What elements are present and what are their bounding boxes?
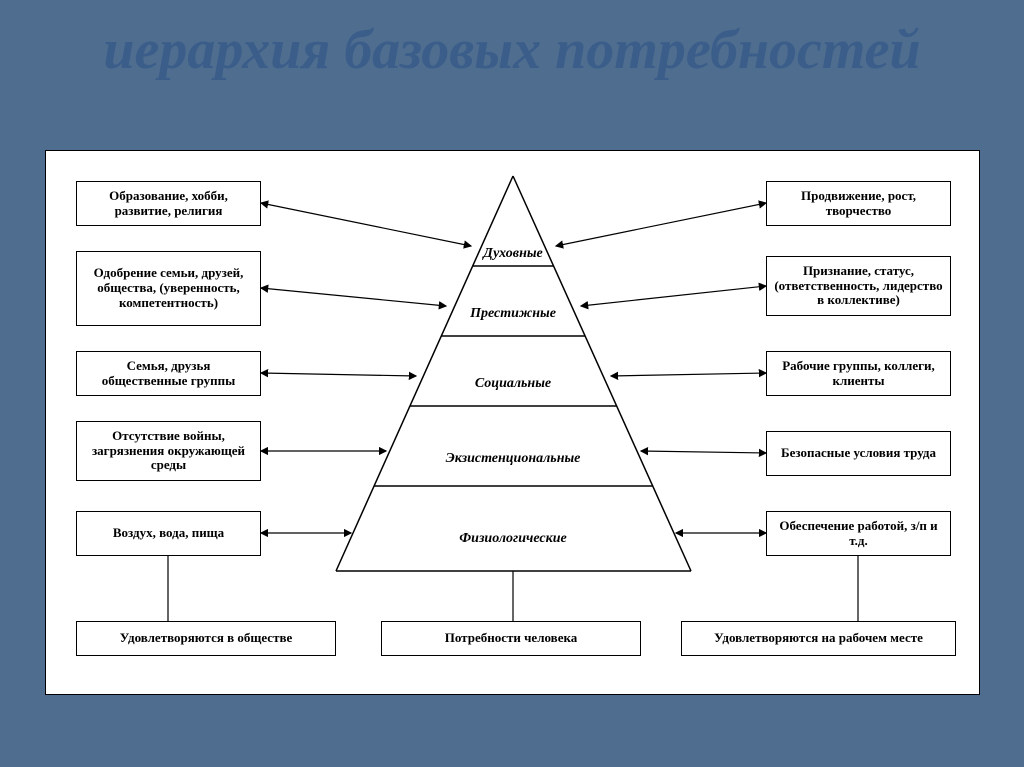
left-box-0: Образование, хобби, развитие, религия xyxy=(76,181,261,226)
bottom-box-1: Потребности человека xyxy=(381,621,641,656)
pyramid-level-2: Социальные xyxy=(413,376,613,392)
bottom-box-0: Удовлетворяются в обществе xyxy=(76,621,336,656)
pyramid-level-0: Духовные xyxy=(413,246,613,262)
left-box-2: Семья, друзья общественные группы xyxy=(76,351,261,396)
pyramid-level-4: Физиологические xyxy=(413,531,613,547)
pyramid-level-3: Экзистенциональные xyxy=(413,451,613,467)
slide: иерархия базовых потребностей Образовани… xyxy=(0,0,1024,767)
bottom-box-2: Удовлетворяются на рабочем месте xyxy=(681,621,956,656)
right-box-0: Продвижение, рост, творчество xyxy=(766,181,951,226)
left-box-1: Одобрение семьи, друзей, общества, (увер… xyxy=(76,251,261,326)
slide-title: иерархия базовых потребностей xyxy=(0,20,1024,82)
diagram-frame: Образование, хобби, развитие, религия Одо… xyxy=(45,150,980,695)
right-box-1: Признание, статус, (ответственность, лид… xyxy=(766,256,951,316)
pyramid-level-1: Престижные xyxy=(413,306,613,322)
left-box-3: Отсутствие войны, загрязнения окружающей… xyxy=(76,421,261,481)
right-box-3: Безопасные условия труда xyxy=(766,431,951,476)
right-box-2: Рабочие группы, коллеги, клиенты xyxy=(766,351,951,396)
left-box-4: Воздух, вода, пища xyxy=(76,511,261,556)
right-box-4: Обеспечение работой, з/п и т.д. xyxy=(766,511,951,556)
